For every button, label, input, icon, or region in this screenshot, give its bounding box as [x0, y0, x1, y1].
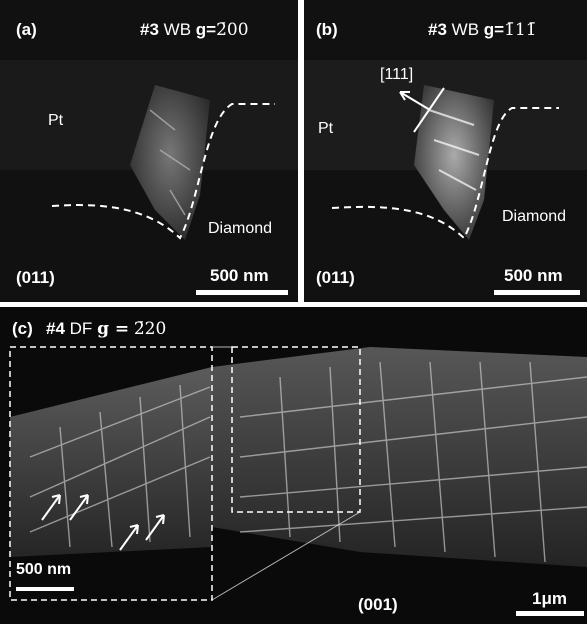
panel-title: #3 WB g=1̄11̄ — [428, 20, 537, 40]
panel-a-micrograph — [0, 0, 298, 302]
scale-bar — [494, 290, 580, 295]
orientation-label: (001) — [358, 595, 398, 614]
g-vector: 1̄11̄ — [504, 20, 537, 40]
g-label: g= — [195, 20, 217, 39]
inset-scale-bar — [16, 587, 74, 591]
sample-id: #3 — [428, 20, 447, 39]
g-vector: 2̄20 — [133, 319, 167, 339]
inset-scale-label: 500 nm — [16, 561, 72, 578]
diamond-boundary — [331, 107, 559, 240]
dislocation-arrows — [41, 494, 165, 551]
scale-bar — [516, 611, 584, 616]
panel-title: #4 DF g = 2̄20 — [46, 319, 166, 339]
g-vector: 2̄00 — [216, 20, 249, 40]
panel-letter: (c) — [12, 319, 33, 338]
imaging-mode: WB — [163, 20, 192, 39]
direction-line — [413, 87, 445, 133]
orientation-label: (011) — [316, 268, 355, 287]
panel-letter: (b) — [316, 20, 338, 39]
diamond-boundary — [51, 103, 275, 240]
label-diamond: Diamond — [502, 208, 567, 225]
imaging-mode: WB — [451, 20, 480, 39]
inset-frame — [9, 346, 213, 601]
panel-title: #3 WB g=2̄00 — [140, 20, 249, 40]
panel-b: (b) #3 WB g=1̄11̄ [111] Pt Diamond (011)… — [304, 0, 587, 302]
scale-bar — [196, 290, 288, 295]
panel-b-micrograph — [304, 0, 587, 302]
direction-label: [111] — [380, 66, 414, 83]
lamella-region — [130, 85, 210, 240]
panel-a: (a) #3 WB g=2̄00 Pt Diamond (011) 500 nm — [0, 0, 298, 302]
inset-band — [10, 367, 212, 557]
panel-c: (c) #4 DF g = 2̄20 500 nm (001) 1μm — [0, 307, 587, 624]
g-label: g = — [97, 319, 130, 339]
sample-id: #3 — [140, 20, 159, 39]
label-pt: Pt — [318, 120, 334, 137]
imaging-mode: DF — [69, 319, 93, 338]
lamella-band — [212, 347, 587, 567]
panel-c-micrograph — [0, 307, 587, 624]
sample-id: #4 — [46, 319, 65, 338]
orientation-label: (011) — [16, 268, 55, 287]
scale-bar-label: 500 nm — [504, 266, 563, 285]
scale-bar-label: 1μm — [532, 589, 567, 608]
label-pt: Pt — [48, 112, 64, 129]
g-label: g= — [483, 20, 505, 39]
zoom-region-frame — [231, 346, 361, 513]
scale-bar-label: 500 nm — [210, 266, 269, 285]
label-diamond: Diamond — [208, 220, 273, 237]
direction-arrow — [399, 91, 431, 111]
lamella-region — [414, 85, 494, 240]
panel-letter: (a) — [16, 20, 37, 39]
